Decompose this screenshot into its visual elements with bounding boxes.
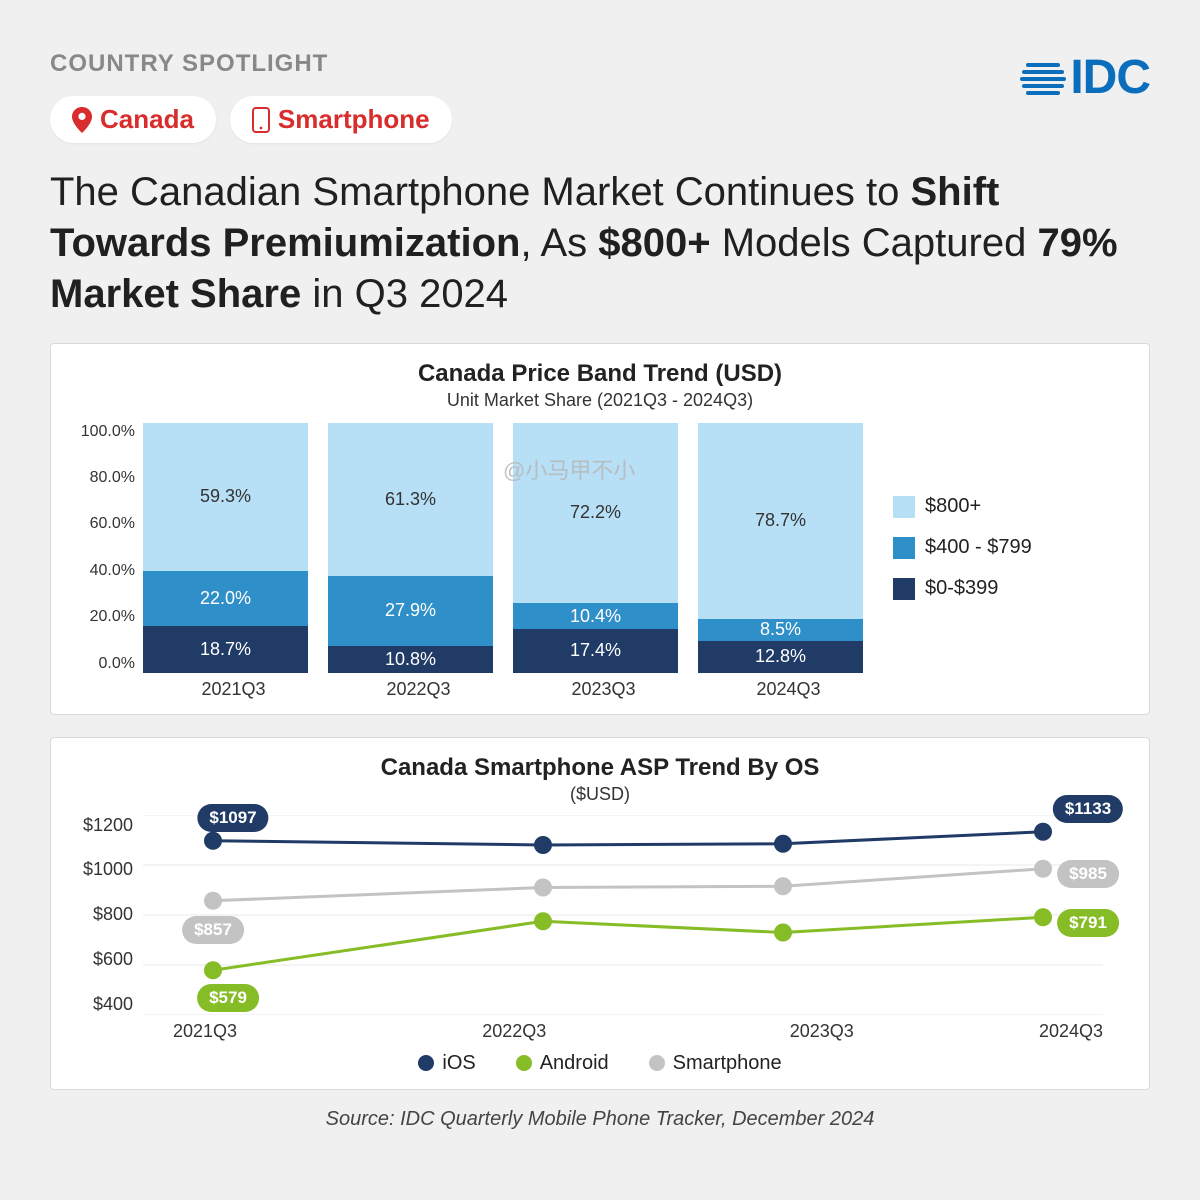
smartphone-icon — [252, 107, 270, 133]
value-pill: $985 — [1057, 860, 1119, 888]
bar-segment: 12.8% — [698, 641, 863, 673]
logo-text: IDC — [1070, 50, 1150, 105]
country-pill-label: Canada — [100, 104, 194, 135]
bar-segment: 59.3% — [143, 423, 308, 571]
legend-item: $400 - $799 — [893, 536, 1032, 559]
value-pill: $857 — [182, 916, 244, 944]
bar-segment: 10.4% — [513, 603, 678, 629]
bar-segment: 72.2% — [513, 423, 678, 604]
line-chart-title: Canada Smartphone ASP Trend By OS — [73, 754, 1127, 782]
stacked-bars: 18.7%22.0%59.3% 10.8%27.9%61.3% 17.4%10.4%… — [143, 423, 863, 673]
value-pill: $579 — [197, 984, 259, 1012]
asp-trend-panel: Canada Smartphone ASP Trend By OS ($USD)… — [50, 737, 1150, 1090]
idc-globe-icon — [1020, 55, 1066, 101]
line-svg — [143, 815, 1103, 1015]
bar-segment: 27.9% — [328, 576, 493, 646]
product-pill: Smartphone — [230, 96, 452, 143]
bar-segment: 61.3% — [328, 423, 493, 576]
legend-item: iOS — [418, 1052, 475, 1075]
value-pill: $791 — [1057, 909, 1119, 937]
bar-chart-subtitle: Unit Market Share (2021Q3 - 2024Q3) — [73, 390, 1127, 411]
bar-segment: 22.0% — [143, 571, 308, 626]
bar-segment: 17.4% — [513, 629, 678, 673]
headline-part: The Canadian Smartphone Market Continues… — [50, 170, 911, 214]
line-x-labels: 2021Q32022Q32023Q32024Q3 — [153, 1021, 1113, 1042]
bar-legend: $800+ $400 - $799 $0-$399 — [893, 423, 1032, 673]
headline: The Canadian Smartphone Market Continues… — [50, 167, 1150, 321]
line-y-axis: $1200$1000$800$600$400 — [73, 815, 143, 1015]
idc-logo: IDC — [1020, 50, 1150, 105]
legend-item: Smartphone — [649, 1052, 782, 1075]
product-pill-label: Smartphone — [278, 104, 430, 135]
legend-item: $800+ — [893, 495, 1032, 518]
price-band-panel: Canada Price Band Trend (USD) Unit Marke… — [50, 343, 1150, 715]
value-pill: $1097 — [197, 804, 268, 832]
bar-chart-title: Canada Price Band Trend (USD) — [73, 360, 1127, 388]
headline-part: , As — [520, 221, 598, 265]
legend-item: Android — [516, 1052, 609, 1075]
bar-y-axis: 100.0%80.0%60.0%40.0%20.0%0.0% — [73, 423, 143, 673]
bar-segment: 18.7% — [143, 626, 308, 673]
source-line: Source: IDC Quarterly Mobile Phone Track… — [50, 1108, 1150, 1131]
country-pill: Canada — [50, 96, 216, 143]
line-plot-area: $1097$1133$579$791$857$985 — [143, 815, 1103, 1015]
line-chart-subtitle: ($USD) — [73, 784, 1127, 805]
tag-pills: Canada Smartphone — [50, 96, 452, 143]
bar-segment: 78.7% — [698, 423, 863, 620]
legend-item: $0-$399 — [893, 577, 1032, 600]
bar-segment: 8.5% — [698, 619, 863, 640]
headline-part: Models Captured — [711, 221, 1038, 265]
line-legend: iOS Android Smartphone — [73, 1052, 1127, 1075]
headline-bold: $800+ — [598, 221, 710, 265]
bar-segment: 10.8% — [328, 646, 493, 673]
value-pill: $1133 — [1053, 795, 1123, 823]
bar-x-labels: 2021Q32022Q32023Q32024Q3 — [151, 679, 871, 700]
pin-icon — [72, 107, 92, 133]
headline-part: in Q3 2024 — [301, 272, 508, 316]
eyebrow: COUNTRY SPOTLIGHT — [50, 50, 452, 78]
